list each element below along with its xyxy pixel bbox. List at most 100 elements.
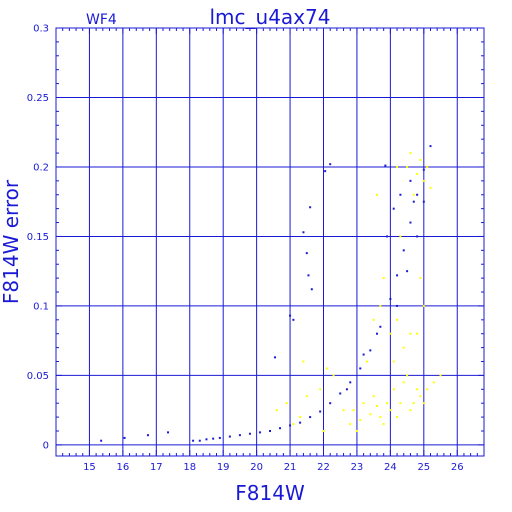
blue-data-point — [248, 432, 251, 435]
chart-subtitle: WF4 — [86, 12, 117, 28]
blue-data-point — [422, 168, 425, 171]
yellow-data-point — [325, 367, 328, 370]
yellow-data-point — [416, 332, 419, 335]
y-tick-label: 0.3 — [33, 24, 49, 35]
y-tick-label: 0.1 — [33, 301, 49, 312]
blue-data-point — [146, 434, 149, 437]
x-tick-label: 18 — [183, 462, 196, 473]
blue-data-point — [409, 179, 412, 182]
yellow-data-point — [372, 395, 375, 398]
yellow-data-point — [332, 374, 335, 377]
blue-data-point — [339, 392, 342, 395]
yellow-data-point — [439, 374, 442, 377]
x-axis-label: F814W — [235, 481, 305, 505]
blue-data-point — [292, 318, 295, 321]
yellow-data-point — [389, 332, 392, 335]
x-axis-ticks: 15 16 17 18 19 20 21 22 23 24 25 26 — [55, 28, 485, 473]
blue-data-point — [309, 206, 312, 209]
x-tick-label: 16 — [117, 462, 130, 473]
yellow-data-point — [399, 402, 402, 405]
blue-data-point — [396, 274, 399, 277]
blue-data-point — [310, 288, 313, 291]
yellow-data-point — [352, 409, 355, 412]
blue-data-point — [362, 353, 365, 356]
yellow-data-point — [355, 429, 358, 432]
grid — [56, 28, 484, 456]
yellow-data-point — [322, 429, 325, 432]
yellow-data-point — [379, 416, 382, 419]
yellow-data-point — [429, 186, 432, 189]
y-tick-label: 0.15 — [27, 232, 49, 243]
blue-data-point — [345, 388, 348, 391]
yellow-data-point — [396, 165, 399, 168]
blue-data-point — [422, 200, 425, 203]
yellow-data-point — [376, 404, 378, 407]
yellow-data-point — [359, 418, 362, 421]
yellow-data-point — [392, 388, 395, 391]
blue-data-point — [384, 164, 387, 167]
yellow-data-point — [362, 402, 365, 405]
blue-data-point — [416, 235, 419, 238]
blue-data-point — [238, 434, 241, 437]
yellow-data-point — [422, 179, 425, 182]
y-tick-label: 0.2 — [33, 162, 49, 173]
yellow-data-point — [382, 277, 385, 280]
yellow-data-point — [419, 395, 422, 398]
blue-data-point — [399, 193, 402, 196]
yellow-data-point — [369, 413, 372, 416]
x-tick-label: 22 — [317, 462, 330, 473]
yellow-data-point — [406, 374, 409, 377]
blue-data-point — [406, 270, 409, 273]
yellow-data-point — [419, 277, 422, 280]
yellow-data-point — [409, 152, 412, 155]
blue-data-point — [100, 439, 103, 442]
data-points — [100, 145, 442, 442]
blue-data-point — [302, 231, 305, 234]
yellow-data-point — [376, 193, 378, 196]
blue-data-point — [402, 249, 405, 252]
yellow-data-point — [396, 318, 399, 321]
x-tick-label: 19 — [217, 462, 230, 473]
blue-data-point — [205, 438, 208, 441]
blue-data-point — [274, 356, 277, 359]
yellow-data-point — [342, 409, 345, 412]
blue-data-point — [412, 200, 415, 203]
yellow-data-point — [285, 402, 288, 405]
x-tick-label: 20 — [250, 462, 263, 473]
blue-data-point — [349, 381, 352, 384]
yellow-data-point — [412, 402, 415, 405]
yellow-data-point — [432, 381, 435, 384]
x-tick-label: 17 — [150, 462, 163, 473]
yellow-data-point — [382, 423, 385, 426]
blue-data-point — [376, 332, 378, 335]
blue-data-point — [309, 416, 312, 419]
x-tick-label: 25 — [417, 462, 430, 473]
blue-data-point — [369, 349, 372, 352]
chart-title: lmc_u4ax74 — [210, 5, 331, 29]
yellow-data-point — [422, 402, 425, 405]
blue-data-point — [279, 427, 282, 430]
yellow-data-point — [319, 388, 322, 391]
blue-data-point — [198, 439, 201, 442]
yellow-data-point — [372, 318, 375, 321]
yellow-data-point — [396, 416, 399, 419]
yellow-data-point — [426, 165, 429, 168]
yellow-data-point — [299, 416, 302, 419]
yellow-data-point — [305, 395, 308, 398]
blue-data-point — [307, 274, 310, 277]
blue-data-point — [396, 304, 399, 307]
yellow-data-point — [392, 360, 395, 363]
yellow-data-point — [402, 381, 405, 384]
yellow-data-point — [292, 423, 295, 426]
blue-data-point — [305, 252, 308, 255]
y-axis-ticks: 0 0.05 0.1 0.15 0.2 0.25 0.3 — [27, 24, 484, 451]
blue-data-point — [389, 297, 392, 300]
yellow-data-point — [416, 388, 419, 391]
yellow-data-point — [409, 332, 412, 335]
blue-data-point — [379, 325, 382, 328]
y-tick-label: 0.25 — [27, 93, 49, 104]
blue-data-point — [269, 429, 271, 432]
yellow-data-point — [302, 360, 305, 363]
blue-data-point — [329, 163, 332, 166]
yellow-data-point — [399, 235, 402, 238]
